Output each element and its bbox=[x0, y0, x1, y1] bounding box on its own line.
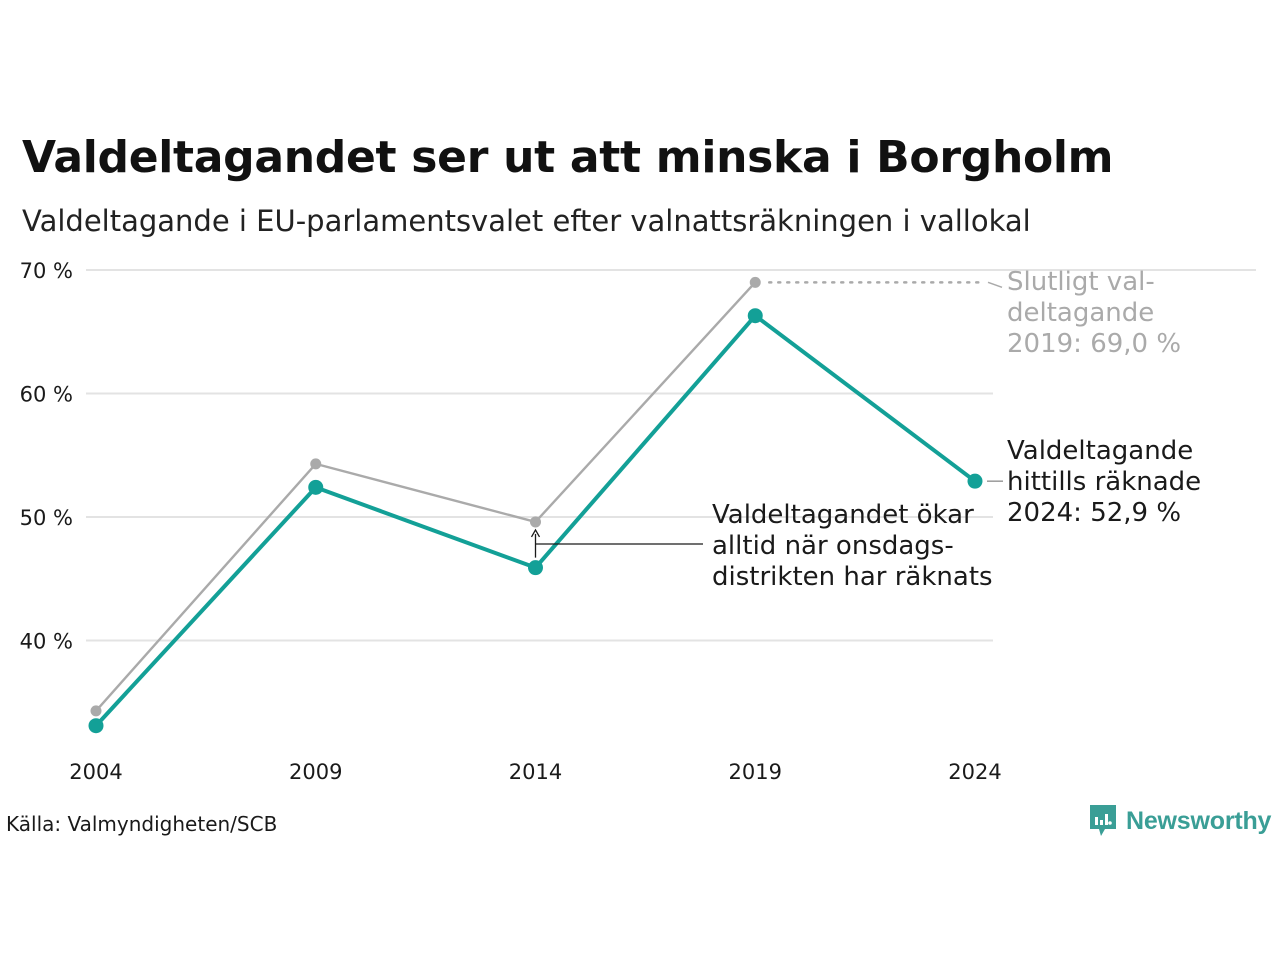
y-tick-label: 70 % bbox=[20, 259, 73, 283]
annotation-arrow-head bbox=[530, 528, 541, 538]
data-point-preliminary bbox=[747, 308, 763, 324]
data-point-final bbox=[90, 705, 102, 717]
source-note: Källa: Valmyndigheten/SCB bbox=[6, 812, 278, 836]
annotation-final-2019: Slutligt val-deltagande 2019: 69,0 % bbox=[1007, 267, 1181, 359]
data-point-final bbox=[530, 516, 541, 528]
newsworthy-logo-text: Newsworthy bbox=[1126, 806, 1272, 835]
chart-title: Valdeltagandet ser ut att minska i Borgh… bbox=[22, 132, 1114, 183]
data-point-final bbox=[310, 458, 322, 470]
x-tick-label: 2019 bbox=[729, 760, 782, 784]
x-tick-label: 2014 bbox=[509, 760, 562, 784]
newsworthy-logo-icon bbox=[1090, 805, 1116, 836]
chart-subtitle: Valdeltagande i EU-parlamentsvalet efter… bbox=[22, 204, 1031, 238]
x-tick-label: 2024 bbox=[948, 760, 1001, 784]
annotation-increase-note: Valdeltagandet ökar alltid när onsdags-di… bbox=[712, 500, 993, 592]
x-tick-label: 2004 bbox=[69, 760, 122, 784]
data-point-preliminary bbox=[308, 479, 324, 495]
annotation-tick-final bbox=[987, 281, 1003, 289]
data-point-preliminary bbox=[88, 718, 104, 734]
series-line-final bbox=[95, 281, 757, 712]
data-point-preliminary bbox=[967, 473, 983, 489]
data-point-preliminary bbox=[528, 560, 543, 576]
y-tick-label: 50 % bbox=[20, 506, 73, 530]
y-tick-label: 40 % bbox=[20, 630, 73, 654]
annotation-preliminary-2024: Valdeltagande hittills räknade 2024: 52,9 … bbox=[1007, 436, 1201, 528]
newsworthy-logo: Newsworthy bbox=[1088, 803, 1271, 839]
data-point-final bbox=[749, 276, 761, 288]
y-tick-label: 60 % bbox=[20, 383, 73, 407]
x-tick-label: 2009 bbox=[289, 760, 342, 784]
